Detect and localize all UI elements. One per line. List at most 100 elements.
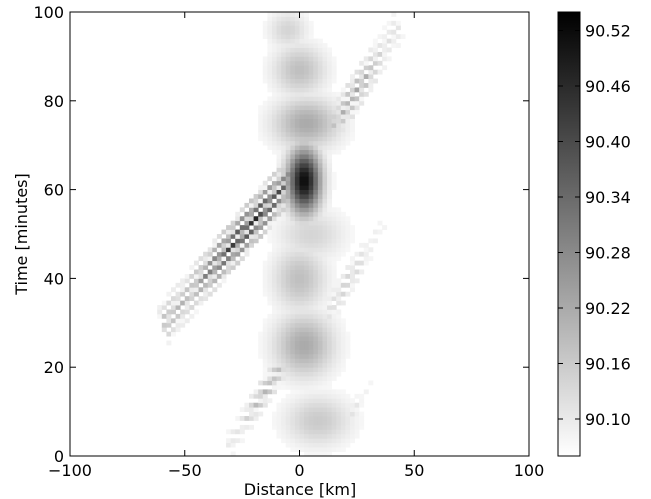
heatmap-cell (166, 331, 172, 337)
colorbar-frame (557, 11, 581, 457)
heatmap-cell (221, 273, 227, 279)
heatmap-cell (331, 216, 337, 222)
heatmap-cell (304, 402, 310, 408)
heatmap-cell (262, 278, 268, 284)
heatmap-cell (331, 291, 337, 297)
heatmap-cell (327, 336, 333, 341)
heatmap-cell (271, 105, 277, 111)
heatmap-cell (281, 273, 287, 279)
heatmap-cell (313, 47, 319, 53)
heatmap-cell (322, 140, 328, 146)
heatmap-cell (331, 411, 337, 417)
heatmap-cell (313, 171, 319, 177)
heatmap-cell (161, 322, 167, 328)
heatmap-cell (340, 211, 346, 217)
y-tick-label: 0 (54, 447, 64, 466)
heatmap-cell (317, 207, 323, 213)
heatmap-cell (244, 424, 250, 430)
heatmap-cell (313, 371, 319, 377)
colorbar-tick-label: 90.28 (585, 244, 631, 263)
heatmap-cell (382, 25, 388, 31)
heatmap-cell (331, 149, 337, 155)
heatmap-cell (354, 429, 360, 435)
heatmap-cell (340, 358, 346, 364)
heatmap-cell (299, 180, 305, 186)
heatmap-cell (285, 340, 291, 346)
heatmap-cell (271, 300, 277, 306)
heatmap-cell (317, 74, 323, 79)
heatmap-cell (290, 109, 296, 115)
heatmap-cell (170, 296, 176, 301)
heatmap-cell (349, 136, 355, 142)
heatmap-cell (322, 60, 328, 66)
heatmap-cell (327, 287, 333, 293)
heatmap-cell (299, 131, 305, 137)
heatmap-cell (198, 265, 204, 270)
heatmap-cell (354, 105, 360, 111)
heatmap-cell (294, 123, 300, 128)
heatmap-cell (294, 384, 300, 390)
heatmap-cell (304, 256, 310, 262)
heatmap-cell (276, 69, 282, 75)
heatmap-cell (308, 140, 314, 146)
heatmap-cell (363, 260, 369, 266)
heatmap-cell (354, 260, 360, 266)
heatmap-cell (285, 202, 291, 208)
heatmap-cell (304, 211, 310, 217)
heatmap-cell (262, 380, 268, 386)
heatmap-cell (372, 56, 378, 62)
heatmap-cell (340, 91, 346, 97)
heatmap-cell (340, 291, 346, 297)
heatmap-cell (285, 424, 291, 430)
heatmap-cell (294, 242, 300, 248)
heatmap-cell (271, 211, 277, 217)
heatmap-cell (276, 345, 282, 350)
heatmap-cell (322, 256, 328, 262)
heatmap-cell (281, 398, 287, 404)
heatmap-cell (290, 269, 296, 275)
heatmap-cell (313, 123, 319, 128)
heatmap-cell (267, 74, 273, 79)
heatmap-cell (345, 127, 351, 133)
heatmap-cell (212, 265, 218, 270)
heatmap-cell (271, 38, 277, 44)
heatmap-cell (285, 398, 291, 404)
heatmap-cell (308, 171, 314, 177)
heatmap-cell (340, 282, 346, 288)
heatmap-cell (349, 74, 355, 79)
heatmap-cell (267, 260, 273, 266)
heatmap-cell (313, 69, 319, 75)
heatmap-cell (285, 145, 291, 151)
heatmap-cell (244, 242, 250, 248)
heatmap-cell (235, 220, 241, 226)
heatmap-cell (271, 100, 277, 106)
heatmap-cell (290, 123, 296, 128)
heatmap-cell (391, 38, 397, 44)
heatmap-cell (331, 234, 337, 239)
heatmap-cell (180, 318, 186, 324)
heatmap-cell (308, 234, 314, 239)
heatmap-cell (198, 269, 204, 275)
heatmap-cell (308, 149, 314, 155)
heatmap-cell (327, 420, 333, 426)
heatmap-cell (230, 220, 236, 226)
heatmap-cell (349, 234, 355, 239)
heatmap-cell (331, 358, 337, 364)
heatmap-cell (304, 447, 310, 452)
heatmap-cell (345, 433, 351, 439)
heatmap-cell (276, 149, 282, 155)
heatmap-cell (308, 296, 314, 301)
heatmap-cell (281, 433, 287, 439)
heatmap-cell (180, 278, 186, 284)
heatmap-cell (258, 136, 264, 142)
heatmap-cell (304, 273, 310, 279)
heatmap-cell (271, 229, 277, 235)
heatmap-cell (267, 78, 273, 84)
heatmap-cell (294, 189, 300, 195)
heatmap-cell (258, 109, 264, 115)
heatmap-cell (281, 278, 287, 284)
heatmap-cell (336, 251, 342, 257)
heatmap-cell (299, 362, 305, 368)
heatmap-cell (322, 118, 328, 124)
heatmap-cell (368, 83, 374, 88)
